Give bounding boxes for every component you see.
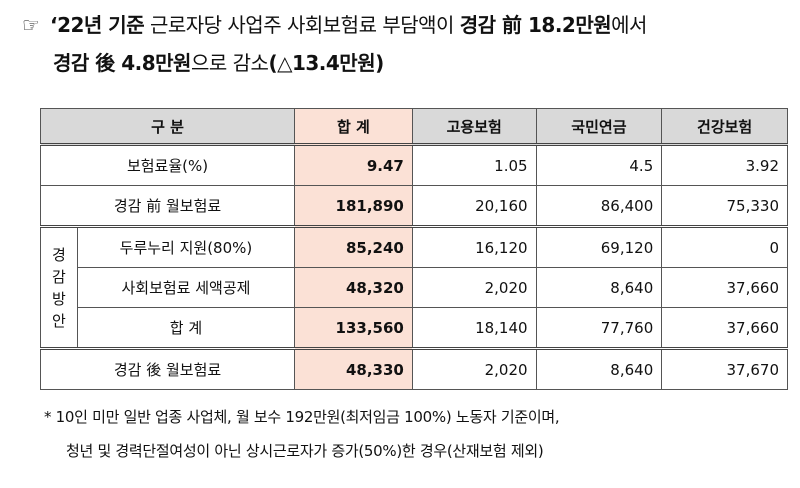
- summary-before-amount: 경감 前 18.2만원: [459, 13, 612, 37]
- row-label: 두루누리 지원(80%): [76, 225, 296, 268]
- group-char: 안: [52, 311, 66, 330]
- row-label: 합 계: [76, 307, 296, 349]
- row-label: 보험료율(%): [39, 144, 296, 186]
- row-health: 75,330: [661, 185, 788, 227]
- row-label: 사회보험료 세액공제: [76, 267, 296, 308]
- header-total: 합 계: [294, 108, 413, 146]
- group-char: 감: [52, 267, 66, 286]
- insurance-table: 구 분 합 계 고용보험 국민연금 건강보험 보험료율(%) 9.47 1.05…: [39, 108, 788, 390]
- table-row: 경 감 방 안 두루누리 지원(80%) 85,240 16,120 69,12…: [40, 225, 788, 349]
- summary-line-1: ☞ ‘22년 기준 근로자당 사업주 사회보험료 부담액이 경감 前 18.2만원…: [22, 6, 792, 44]
- summary-text-a: 근로자당 사업주 사회보험료 부담액이: [144, 13, 460, 37]
- summary-year: ‘22년 기준: [50, 13, 145, 37]
- row-pension: 8,640: [535, 347, 663, 390]
- table-row: 합 계 133,560 18,140 77,760 37,660: [41, 307, 788, 349]
- table-row: 경감 前 월보험료 181,890 20,160 86,400 75,330: [39, 185, 788, 227]
- row-total: 181,890: [294, 185, 413, 227]
- group-char: 경: [52, 245, 66, 264]
- row-health: 37,660: [661, 307, 788, 349]
- header-category: 구 분: [39, 108, 296, 146]
- row-employment: 20,160: [411, 185, 537, 227]
- header-employment: 고용보험: [411, 108, 537, 146]
- summary-heading: ☞ ‘22년 기준 근로자당 사업주 사회보험료 부담액이 경감 前 18.2만원…: [22, 6, 792, 82]
- row-employment: 1.05: [411, 144, 537, 186]
- row-total: 9.47: [294, 144, 413, 186]
- header-pension: 국민연금: [535, 108, 663, 146]
- row-label: 경감 後 월보험료: [39, 347, 296, 390]
- row-employment: 2,020: [411, 267, 537, 308]
- header-health: 건강보험: [661, 108, 788, 146]
- row-pension: 4.5: [535, 144, 663, 186]
- table-row: 보험료율(%) 9.47 1.05 4.5 3.92: [39, 144, 788, 186]
- footnote-line-2: 청년 및 경력단절여성이 아닌 상시근로자가 증가(50%)한 경우(산재보험 …: [66, 442, 544, 460]
- pointing-hand-icon: ☞: [22, 13, 40, 37]
- group-char: 방: [52, 289, 66, 308]
- table-header-row: 구 분 합 계 고용보험 국민연금 건강보험: [39, 108, 788, 146]
- row-health: 37,670: [661, 347, 788, 390]
- row-total: 48,330: [294, 347, 413, 390]
- summary-after-amount: 경감 後 4.8만원: [53, 51, 191, 75]
- row-health: 0: [661, 225, 788, 268]
- row-total: 48,320: [294, 267, 413, 308]
- row-employment: 18,140: [411, 307, 537, 349]
- row-health: 3.92: [661, 144, 788, 186]
- row-pension: 69,120: [535, 225, 663, 268]
- row-pension: 77,760: [535, 307, 663, 349]
- row-total: 133,560: [294, 307, 413, 349]
- summary-text-b: 에서: [611, 13, 647, 37]
- summary-reduction: (△13.4만원): [268, 51, 384, 75]
- row-employment: 16,120: [411, 225, 537, 268]
- footnote-line-1: * 10인 미만 일반 업종 사업체, 월 보수 192만원(최저임금 100%…: [44, 408, 560, 426]
- row-pension: 8,640: [535, 267, 663, 308]
- table-row: 사회보험료 세액공제 48,320 2,020 8,640 37,660: [41, 267, 788, 308]
- summary-line-2: 경감 後 4.8만원으로 감소(△13.4만원): [22, 44, 792, 82]
- row-pension: 86,400: [535, 185, 663, 227]
- footnote: * 10인 미만 일반 업종 사업체, 월 보수 192만원(최저임금 100%…: [44, 400, 794, 468]
- row-total: 85,240: [294, 225, 413, 268]
- row-employment: 2,020: [411, 347, 537, 390]
- summary-text-c: 으로 감소: [190, 51, 269, 75]
- table-row: 경감 後 월보험료 48,330 2,020 8,640 37,670: [39, 347, 788, 390]
- row-health: 37,660: [661, 267, 788, 308]
- group-label-reduction: 경 감 방 안: [40, 225, 78, 349]
- row-label: 경감 前 월보험료: [39, 185, 296, 227]
